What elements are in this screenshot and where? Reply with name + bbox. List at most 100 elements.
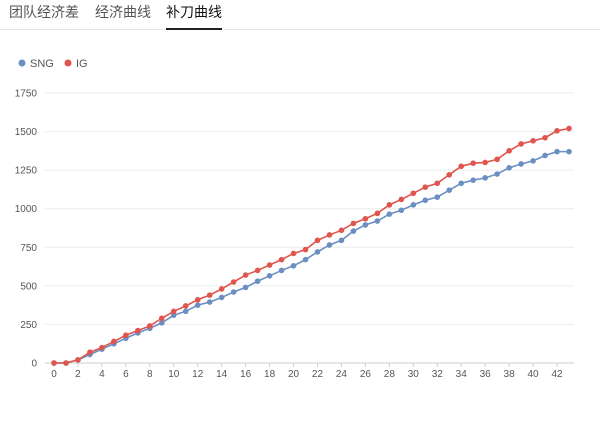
data-point-ig — [542, 134, 548, 141]
series-line-ig — [54, 127, 570, 364]
data-point-ig — [446, 171, 453, 178]
legend-label-ig: IG — [76, 58, 88, 70]
data-point-sng — [482, 175, 488, 181]
data-point-sng — [566, 148, 572, 155]
y-tick-label: 0 — [31, 359, 37, 370]
x-tick-label: 28 — [384, 369, 396, 380]
tab-economy-curve[interactable]: 经济曲线 — [95, 4, 151, 20]
tab-bar: 团队经济差 经济曲线 补刀曲线 — [0, 0, 600, 30]
data-point-sng — [542, 152, 548, 159]
data-point-ig — [434, 180, 441, 187]
data-point-ig — [338, 227, 345, 234]
data-point-sng — [374, 218, 381, 224]
data-point-sng — [458, 180, 465, 187]
data-point-sng — [530, 158, 536, 164]
data-point-sng — [518, 161, 524, 167]
x-tick-label: 22 — [312, 369, 324, 380]
data-point-sng — [434, 194, 441, 200]
data-point-ig — [506, 148, 512, 154]
data-point-ig — [254, 267, 261, 274]
data-point-ig — [170, 308, 177, 315]
data-point-ig — [135, 327, 141, 334]
x-tick-label: 10 — [168, 369, 180, 380]
x-tick-label: 36 — [480, 369, 492, 380]
tab-last-hit-curve[interactable]: 补刀曲线 — [166, 3, 222, 30]
data-point-ig — [278, 256, 285, 263]
data-point-sng — [398, 207, 405, 214]
x-tick-label: 40 — [528, 369, 540, 380]
data-point-ig — [158, 315, 165, 322]
data-point-ig — [194, 296, 201, 303]
x-tick-label: 8 — [147, 369, 153, 380]
data-point-sng — [506, 165, 512, 171]
x-tick-label: 26 — [360, 369, 372, 380]
data-point-ig — [111, 338, 117, 345]
data-point-ig — [554, 128, 560, 134]
data-point-ig — [530, 138, 536, 144]
data-point-ig — [518, 141, 524, 147]
x-tick-label: 12 — [192, 369, 204, 380]
data-point-sng — [350, 228, 357, 234]
data-point-sng — [230, 289, 237, 295]
data-point-sng — [302, 256, 309, 263]
data-point-ig — [290, 250, 297, 257]
data-point-sng — [554, 148, 560, 155]
data-point-sng — [290, 263, 297, 269]
data-point-sng — [170, 312, 177, 318]
series-line-sng — [54, 150, 569, 364]
data-point-ig — [218, 286, 225, 292]
data-point-ig — [410, 190, 417, 197]
x-tick-label: 0 — [51, 369, 57, 380]
x-tick-label: 2 — [75, 369, 81, 380]
x-tick-label: 38 — [504, 369, 516, 380]
data-point-sng — [182, 308, 189, 315]
data-point-ig — [494, 156, 500, 163]
data-point-ig — [266, 262, 273, 268]
data-point-ig — [362, 215, 369, 222]
data-point-ig — [147, 323, 153, 329]
data-point-sng — [278, 267, 285, 274]
data-point-ig — [458, 163, 465, 170]
x-tick-label: 20 — [288, 369, 300, 380]
data-point-ig — [386, 202, 393, 208]
data-point-sng — [254, 278, 261, 285]
data-point-ig — [302, 246, 309, 253]
data-point-sng — [410, 202, 417, 208]
y-tick-label: 1750 — [15, 89, 38, 100]
data-point-ig — [566, 125, 572, 132]
data-point-ig — [206, 292, 213, 298]
x-tick-label: 6 — [123, 369, 129, 380]
data-point-sng — [242, 284, 249, 291]
data-point-ig — [63, 360, 69, 366]
x-tick-label: 32 — [432, 369, 444, 380]
data-point-sng — [338, 237, 345, 244]
x-tick-label: 30 — [408, 369, 420, 380]
data-point-sng — [422, 197, 429, 204]
data-point-ig — [374, 210, 381, 217]
data-point-sng — [194, 302, 201, 308]
data-point-ig — [182, 303, 189, 309]
data-point-sng — [218, 294, 225, 301]
data-point-ig — [123, 332, 129, 339]
data-point-ig — [87, 349, 93, 356]
x-tick-label: 34 — [456, 369, 468, 380]
tab-team-economy-diff[interactable]: 团队经济差 — [9, 4, 79, 20]
data-point-sng — [386, 211, 393, 217]
x-tick-label: 24 — [336, 369, 348, 380]
data-point-sng — [494, 171, 500, 177]
legend-marker-ig — [64, 59, 72, 67]
data-point-ig — [470, 160, 476, 166]
data-point-ig — [314, 237, 321, 244]
data-point-sng — [158, 320, 165, 326]
data-point-ig — [51, 360, 57, 366]
data-point-ig — [326, 232, 333, 238]
data-point-sng — [362, 222, 369, 228]
data-point-sng — [470, 177, 476, 183]
y-tick-label: 750 — [20, 243, 37, 254]
data-point-ig — [422, 184, 429, 190]
x-tick-label: 42 — [551, 369, 563, 380]
data-point-ig — [99, 344, 105, 351]
x-tick-label: 16 — [240, 369, 252, 380]
data-point-ig — [230, 279, 237, 285]
